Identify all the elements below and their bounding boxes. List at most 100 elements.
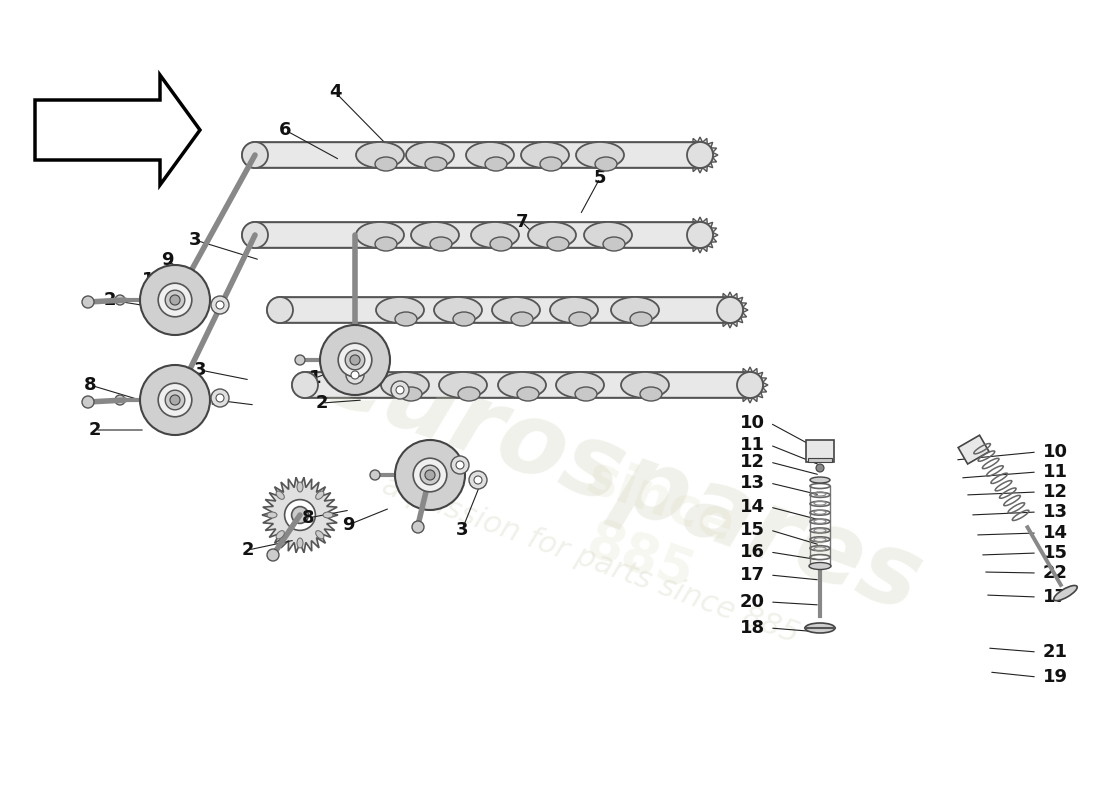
Ellipse shape — [381, 372, 429, 398]
Circle shape — [267, 549, 279, 561]
Ellipse shape — [356, 142, 404, 168]
Circle shape — [116, 295, 125, 305]
Text: 9: 9 — [209, 391, 221, 409]
Ellipse shape — [434, 297, 482, 323]
Circle shape — [320, 325, 390, 395]
Ellipse shape — [411, 222, 459, 248]
Text: 4: 4 — [329, 83, 341, 101]
Text: 9: 9 — [342, 516, 354, 534]
Text: 12: 12 — [739, 453, 764, 471]
Ellipse shape — [297, 538, 302, 548]
Ellipse shape — [575, 387, 597, 401]
Ellipse shape — [323, 512, 333, 518]
Circle shape — [350, 355, 360, 365]
Circle shape — [412, 521, 424, 533]
Ellipse shape — [458, 387, 480, 401]
Circle shape — [816, 464, 824, 472]
Ellipse shape — [267, 512, 277, 518]
Ellipse shape — [395, 312, 417, 326]
Circle shape — [167, 392, 183, 408]
Text: 20: 20 — [739, 593, 764, 611]
Text: 8: 8 — [84, 376, 97, 394]
Ellipse shape — [621, 372, 669, 398]
Circle shape — [422, 467, 438, 483]
Circle shape — [82, 296, 94, 308]
Circle shape — [420, 465, 440, 485]
Circle shape — [158, 383, 191, 417]
Ellipse shape — [1054, 586, 1077, 601]
Ellipse shape — [471, 222, 519, 248]
Text: 21: 21 — [1043, 643, 1067, 661]
Ellipse shape — [550, 297, 598, 323]
Circle shape — [474, 476, 482, 484]
Ellipse shape — [485, 157, 507, 171]
Circle shape — [340, 345, 370, 375]
Bar — [808, 458, 832, 462]
Ellipse shape — [406, 142, 454, 168]
Ellipse shape — [492, 297, 540, 323]
Ellipse shape — [528, 222, 576, 248]
Text: 15: 15 — [739, 521, 764, 539]
Circle shape — [696, 151, 704, 159]
Circle shape — [693, 228, 707, 242]
Text: since
885: since 885 — [559, 451, 741, 609]
Text: 9: 9 — [161, 251, 174, 269]
Circle shape — [165, 390, 185, 410]
Polygon shape — [712, 292, 748, 328]
Circle shape — [688, 142, 713, 168]
Circle shape — [451, 456, 469, 474]
Circle shape — [338, 343, 372, 377]
Ellipse shape — [810, 477, 830, 483]
Ellipse shape — [276, 491, 284, 499]
Circle shape — [116, 395, 125, 405]
Text: 18: 18 — [739, 619, 764, 637]
Bar — [806, 440, 834, 462]
Ellipse shape — [805, 623, 835, 633]
Text: 14: 14 — [1043, 524, 1067, 542]
Circle shape — [351, 371, 359, 379]
Text: 11: 11 — [739, 436, 764, 454]
Polygon shape — [320, 325, 390, 395]
Text: 2: 2 — [89, 421, 101, 439]
Ellipse shape — [630, 312, 652, 326]
Ellipse shape — [439, 372, 487, 398]
Text: 3: 3 — [194, 361, 207, 379]
Circle shape — [456, 461, 464, 469]
Circle shape — [414, 458, 447, 492]
Circle shape — [292, 372, 318, 398]
Circle shape — [216, 394, 224, 402]
Circle shape — [82, 396, 94, 408]
Text: 19: 19 — [1043, 668, 1067, 686]
Circle shape — [737, 372, 763, 398]
Circle shape — [161, 385, 190, 415]
Text: 2: 2 — [103, 291, 117, 309]
Text: 12: 12 — [1043, 483, 1067, 501]
Ellipse shape — [316, 530, 323, 539]
Ellipse shape — [640, 387, 662, 401]
Circle shape — [285, 499, 316, 530]
Text: 10: 10 — [1043, 443, 1067, 461]
Polygon shape — [682, 137, 718, 173]
Text: 3: 3 — [189, 231, 201, 249]
Bar — [958, 435, 989, 464]
Polygon shape — [140, 365, 210, 435]
Text: 13: 13 — [1043, 503, 1067, 521]
Circle shape — [726, 306, 734, 314]
Ellipse shape — [603, 237, 625, 251]
Text: 13: 13 — [739, 474, 764, 492]
Circle shape — [140, 365, 210, 435]
Ellipse shape — [584, 222, 632, 248]
Circle shape — [165, 290, 185, 310]
Ellipse shape — [453, 312, 475, 326]
Circle shape — [345, 350, 365, 370]
Text: 22: 22 — [1043, 564, 1067, 582]
Circle shape — [211, 296, 229, 314]
Circle shape — [723, 303, 737, 317]
Text: 7: 7 — [516, 213, 528, 231]
Circle shape — [211, 389, 229, 407]
Text: 3: 3 — [455, 521, 469, 539]
Text: 2: 2 — [242, 541, 254, 559]
Text: 5: 5 — [594, 169, 606, 187]
Circle shape — [696, 231, 704, 239]
Circle shape — [746, 381, 754, 389]
